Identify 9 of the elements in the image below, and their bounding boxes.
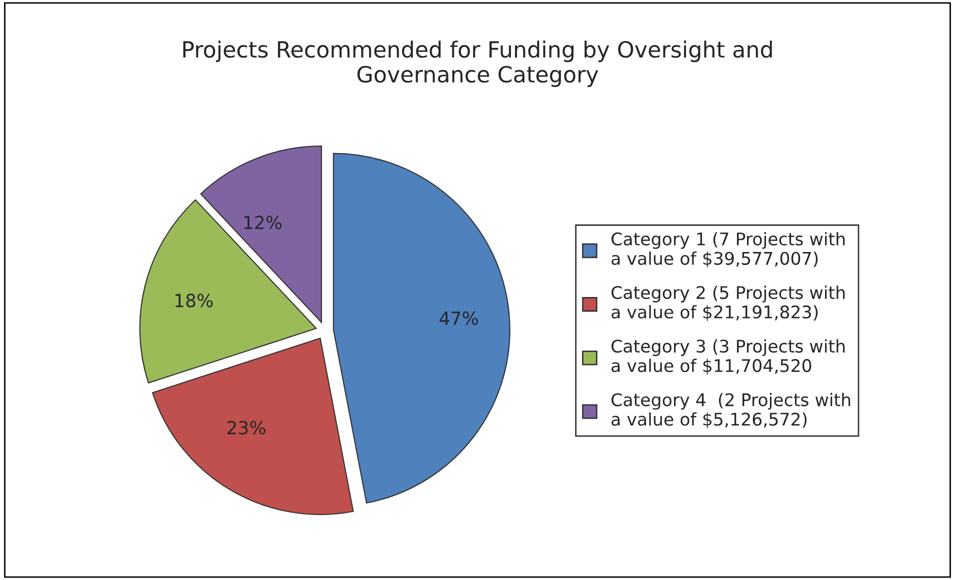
legend-label: Category 1 (7 Projects with a value of $39,577,007) xyxy=(612,232,845,268)
data-label: 12% xyxy=(244,216,282,230)
legend-label: Category 3 (3 Projects with a value of $11,704,520 xyxy=(612,339,845,374)
legend-label: Category 2 (5 Projects with a value of $21,191,823) xyxy=(612,286,845,321)
chart-title: Projects Recommended for Funding by Oversight and Governance Category xyxy=(183,40,772,87)
data-label: 18% xyxy=(176,294,213,308)
data-label: 47% xyxy=(440,311,478,326)
data-label: 23% xyxy=(228,420,266,434)
legend-label: Category 4 (2 Projects with a value of $5,126,572) xyxy=(612,392,850,428)
